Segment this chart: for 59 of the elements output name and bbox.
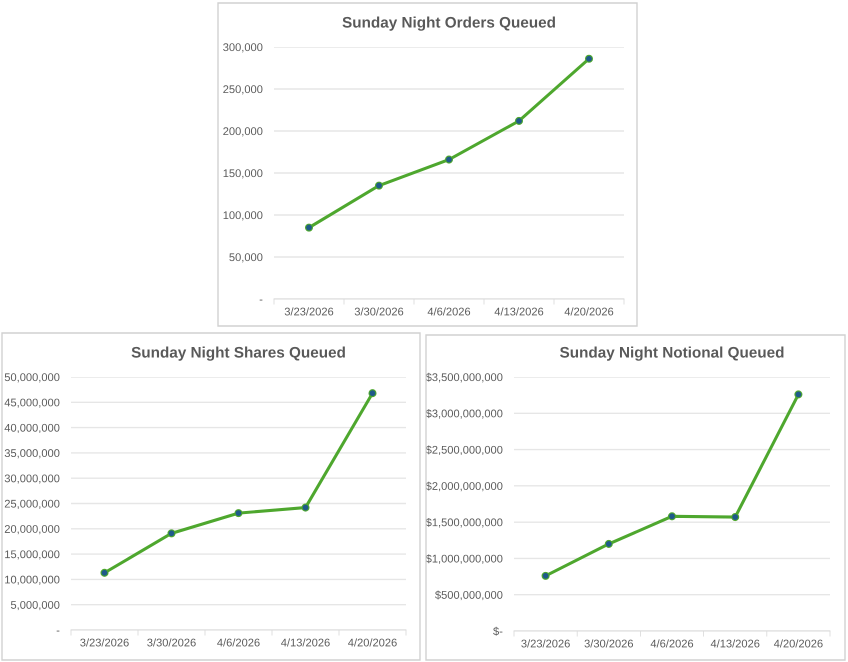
chart-title: Sunday Night Notional Queued [560, 346, 784, 361]
x-tick-label: 4/20/2026 [348, 638, 397, 646]
x-tick-label: 3/30/2026 [584, 639, 634, 648]
y-tick-label: $2,000,000,000 [426, 482, 502, 492]
y-tick-label: $2,500,000,000 [426, 445, 502, 456]
point [794, 390, 802, 398]
y-tick-label: 150,000 [224, 169, 262, 178]
y-tick-label: $1,000,000,000 [426, 554, 502, 564]
x-tick-label: 4/13/2026 [494, 307, 544, 316]
x-tick-label: 3/30/2026 [354, 307, 404, 316]
point [444, 156, 454, 164]
point [584, 54, 594, 63]
chart-title: Sunday Night Orders Queued [342, 16, 555, 31]
point [301, 504, 310, 512]
x-tick-label: 4/20/2026 [774, 639, 823, 648]
y-tick-label: 50,000,000 [4, 373, 60, 382]
point [374, 182, 384, 190]
point [368, 389, 377, 398]
x-tick-label: 4/6/2026 [650, 639, 694, 648]
x-tick-label: 4/6/2026 [428, 307, 470, 316]
y-tick-label: 45,000,000 [4, 398, 60, 408]
y-tick-label: - [56, 630, 60, 632]
x-tick-label: 3/23/2026 [521, 639, 570, 648]
y-tick-label: 15,000,000 [5, 550, 60, 560]
y-tick-label: $500,000,000 [435, 590, 502, 600]
point [604, 540, 613, 548]
y-tick-label: $3,000,000,000 [426, 409, 502, 419]
x-tick-label: 3/23/2026 [80, 638, 129, 646]
point [304, 224, 314, 232]
y-tick-label: 20,000,000 [4, 525, 60, 534]
point [731, 513, 740, 522]
point [100, 568, 109, 577]
y-tick-label: 50,000 [229, 253, 262, 262]
y-tick-label: $- [493, 626, 502, 636]
x-tick-label: 3/30/2026 [147, 638, 196, 646]
y-tick-label: - [260, 300, 262, 301]
y-tick-label: $1,500,000,000 [426, 518, 502, 528]
point [542, 572, 550, 580]
y-tick-label: 10,000,000 [5, 576, 60, 585]
point [234, 509, 243, 518]
y-tick-label: 40,000,000 [4, 424, 60, 434]
y-tick-label: 5,000,000 [10, 600, 60, 610]
x-tick-label: 4/6/2026 [217, 638, 260, 646]
y-tick-label: 100,000 [224, 211, 262, 220]
x-tick-label: 4/13/2026 [281, 638, 330, 646]
y-tick-label: 300,000 [223, 43, 262, 52]
y-tick-label: $3,500,000,000 [426, 372, 502, 382]
x-tick-label: 4/13/2026 [710, 639, 760, 648]
point [514, 116, 524, 125]
x-tick-label: 3/23/2026 [284, 307, 334, 316]
y-tick-label: 30,000,000 [4, 474, 60, 484]
y-tick-label: 250,000 [223, 85, 262, 94]
y-tick-label: 200,000 [223, 127, 262, 136]
x-tick-label: 4/20/2026 [564, 307, 614, 316]
point [668, 512, 676, 520]
point [167, 529, 176, 538]
y-tick-label: 35,000,000 [4, 449, 60, 458]
y-tick-label: 25,000,000 [4, 500, 60, 509]
chart-title: Sunday Night Shares Queued [132, 346, 345, 361]
